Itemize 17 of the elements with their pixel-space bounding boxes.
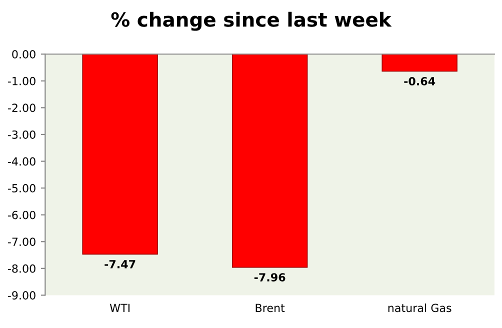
- y-tick-label: -7.00: [8, 238, 36, 246]
- y-tick-label: 0.00: [12, 50, 36, 58]
- y-tick-label: -4.00: [8, 157, 36, 166]
- x-tick-label: Brent: [256, 304, 285, 312]
- y-tick-label: -3.00: [8, 130, 36, 139]
- chart-title: % change since last week: [111, 12, 392, 31]
- data-label: -7.96: [254, 273, 286, 282]
- data-label: -0.64: [404, 77, 436, 86]
- x-tick-label: natural Gas: [388, 304, 452, 312]
- y-tick-label: -6.00: [8, 210, 36, 220]
- y-tick-label: -2.00: [8, 104, 36, 112]
- data-label: -7.47: [104, 260, 136, 268]
- y-tick-label: -9.00: [8, 291, 36, 300]
- y-tick-label: -1.00: [8, 76, 36, 86]
- y-tick-label: -5.00: [8, 184, 36, 192]
- y-tick-label: -8.00: [8, 264, 36, 273]
- x-tick-label: WTI: [110, 304, 130, 312]
